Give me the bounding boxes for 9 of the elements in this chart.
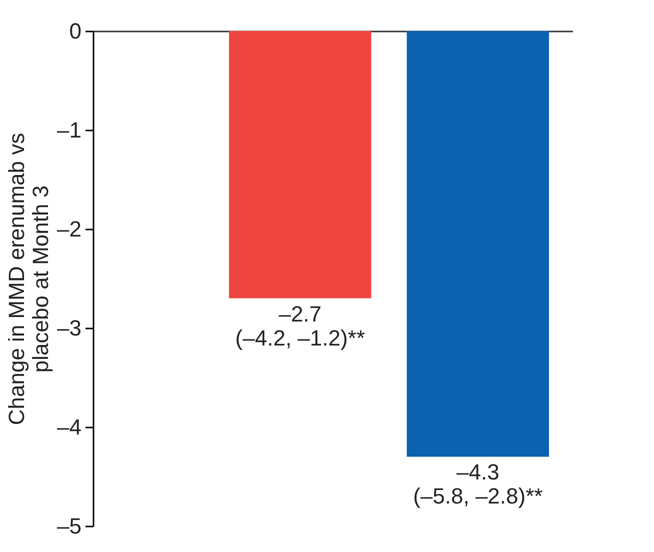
y-axis-title: Change in MMD erenumab vs placebo at Month 3 (4, 132, 54, 426)
y-tick-label: –2 (57, 216, 82, 242)
y-tick-label: –3 (57, 316, 82, 340)
y-tick-label: –1 (57, 118, 82, 142)
y-tick-label: –4 (57, 414, 82, 440)
y-tick-label: 0 (69, 18, 82, 44)
data-label: –4.3 (–5.8, –2.8)** (413, 460, 544, 509)
y-tick-label: –5 (57, 514, 82, 538)
data-label: –2.7 (–4.2, –1.2)** (235, 301, 366, 350)
